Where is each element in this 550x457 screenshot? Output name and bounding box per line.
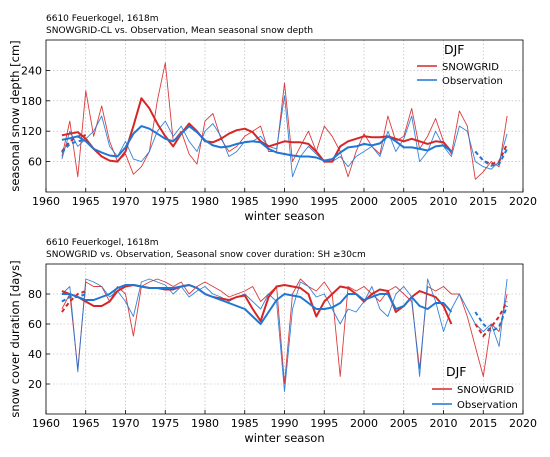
x-tick-label: 1985 — [231, 417, 259, 430]
chart-title-main: SNOWGRID vs. Observation, Seasonal snow … — [46, 250, 366, 260]
x-tick-label: 1990 — [271, 195, 299, 208]
x-tick-label: 2010 — [430, 195, 458, 208]
x-tick-label: 1970 — [112, 417, 140, 430]
y-tick-label: 40 — [28, 348, 42, 361]
smoothed-line-snowgrid — [61, 284, 453, 325]
x-axis-label: winter season — [244, 209, 324, 223]
x-tick-label: 2005 — [390, 417, 418, 430]
x-tick-label: 2000 — [350, 195, 378, 208]
chart-snow-cover-duration: 6610 Feuerkogel, 1618m SNOWGRID vs. Obse… — [8, 238, 537, 445]
y-tick-label: 60 — [28, 318, 42, 331]
x-tick-label: 2010 — [430, 417, 458, 430]
chart-title-main: SNOWGRID-CL vs. Observation, Mean season… — [46, 26, 313, 36]
x-tick-label: 1990 — [271, 417, 299, 430]
smoothed-edge-observation — [474, 305, 509, 333]
x-tick-label: 1975 — [151, 417, 179, 430]
series-line-snowgrid — [61, 62, 508, 180]
smoothed-edge-observation — [61, 293, 87, 303]
legend-label-snowgrid: SNOWGRID — [457, 385, 514, 396]
x-tick-label: 1975 — [151, 195, 179, 208]
x-tick-label: 2015 — [469, 195, 497, 208]
smoothed-edge-snowgrid — [61, 290, 87, 313]
y-axis-label: snow cover duration [days] — [8, 260, 22, 417]
legend-title: DJF — [446, 364, 467, 379]
x-axis-label: winter season — [244, 431, 324, 445]
chart-title-station: 6610 Feuerkogel, 1618m — [46, 238, 158, 248]
smoothed-line-observation — [61, 284, 453, 325]
chart-snow-depth: 6610 Feuerkogel, 1618m SNOWGRID-CL vs. O… — [8, 14, 537, 223]
y-axis-label: seasonal snow depth [cm] — [8, 40, 22, 191]
x-tick-label: 1980 — [191, 417, 219, 430]
x-tick-label: 1995 — [310, 417, 338, 430]
smoothed-edge-snowgrid — [61, 134, 86, 153]
smoothed-edge-observation — [61, 138, 86, 154]
x-tick-label: 1985 — [231, 195, 259, 208]
y-tick-label: 60 — [28, 156, 42, 169]
legend-label-observation: Observation — [457, 400, 518, 411]
x-tick-label: 1965 — [72, 195, 100, 208]
x-tick-label: 2020 — [509, 195, 537, 208]
legend-title: DJF — [444, 42, 465, 57]
legend-label-snowgrid: SNOWGRID — [442, 62, 499, 73]
x-tick-label: 1960 — [32, 417, 60, 430]
y-tick-label: 240 — [21, 64, 42, 77]
chart-title-station: 6610 Feuerkogel, 1618m — [46, 14, 158, 24]
legend: DJF SNOWGRID Observation — [432, 364, 518, 411]
plot-area: 1960 1965 1970 1975 1980 1985 1990 1995 2000 2005… — [8, 260, 537, 445]
plot-area: 1960 1965 1970 1975 1980 1985 1990 1995 2000 2005… — [8, 39, 537, 223]
y-tick-label: 80 — [28, 288, 42, 301]
x-tick-label: 2005 — [390, 195, 418, 208]
x-tick-label: 2015 — [469, 417, 497, 430]
x-tick-label: 2020 — [509, 417, 537, 430]
y-tick-label: 20 — [28, 378, 42, 391]
smoothed-edge-snowgrid — [474, 301, 508, 338]
legend-label-observation: Observation — [442, 76, 503, 87]
x-tick-label: 1970 — [112, 195, 140, 208]
y-tick-label: 120 — [21, 125, 42, 138]
series-line-snowgrid — [61, 278, 508, 385]
smoothed-edge-observation — [474, 148, 508, 167]
x-tick-label: 2000 — [350, 417, 378, 430]
x-tick-label: 1995 — [310, 195, 338, 208]
x-tick-label: 1965 — [72, 417, 100, 430]
series-line-observation — [61, 278, 508, 392]
y-tick-label: 180 — [21, 95, 42, 108]
x-tick-label: 1980 — [191, 195, 219, 208]
legend: DJF SNOWGRID Observation — [417, 42, 503, 87]
x-tick-label: 1960 — [32, 195, 60, 208]
series-line-observation — [61, 95, 508, 178]
smoothed-line-observation — [61, 125, 453, 162]
